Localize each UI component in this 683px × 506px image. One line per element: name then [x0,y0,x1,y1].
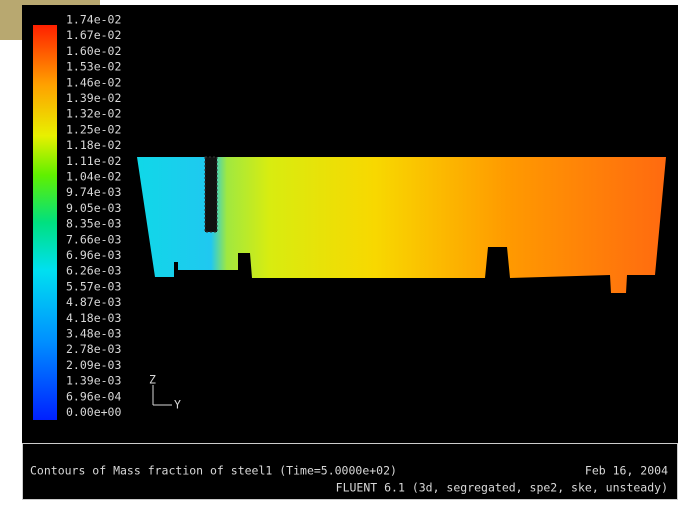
colorbar-label: 1.25e-02 [66,122,121,136]
colorbar-label: 1.74e-02 [66,13,121,27]
colorbar-label: 1.53e-02 [66,60,121,74]
colorbar-label: 6.96e-03 [66,248,121,262]
axis-z-label: Z [149,373,156,387]
colorbar-label: 0.00e+00 [66,405,121,419]
footer [22,443,678,500]
axis-y-label: Y [174,398,181,412]
colorbar-label: 8.35e-03 [66,217,121,231]
colorbar-label: 1.32e-02 [66,107,121,121]
colorbar-label: 1.67e-02 [66,28,121,42]
colorbar-label: 3.48e-03 [66,327,121,341]
colorbar-label: 1.39e-02 [66,91,121,105]
colorbar-label: 2.78e-03 [66,342,121,356]
footer-version: FLUENT 6.1 (3d, segregated, spe2, ske, u… [336,481,668,495]
footer-title: Contours of Mass fraction of steel1 (Tim… [30,464,397,478]
colorbar-label: 1.11e-02 [66,154,121,168]
contour-field [137,157,666,293]
colorbar-label: 7.66e-03 [66,232,121,246]
colorbar-label: 2.09e-03 [66,358,121,372]
inlet-slot [204,156,218,233]
colorbar-label: 1.39e-03 [66,374,121,388]
colorbar-label: 6.96e-04 [66,389,121,403]
colorbar-label: 9.74e-03 [66,185,121,199]
colorbar-label: 1.04e-02 [66,170,121,184]
colorbar-label: 1.46e-02 [66,75,121,89]
colorbar-label: 5.57e-03 [66,279,121,293]
colorbar-label: 1.60e-02 [66,44,121,58]
footer-date: Feb 16, 2004 [585,464,668,478]
colorbar-label: 4.18e-03 [66,311,121,325]
colorbar-label: 4.87e-03 [66,295,121,309]
colorbar-label: 1.18e-02 [66,138,121,152]
colorbar-label: 9.05e-03 [66,201,121,215]
colorbar [33,25,57,420]
colorbar-label: 6.26e-03 [66,264,121,278]
